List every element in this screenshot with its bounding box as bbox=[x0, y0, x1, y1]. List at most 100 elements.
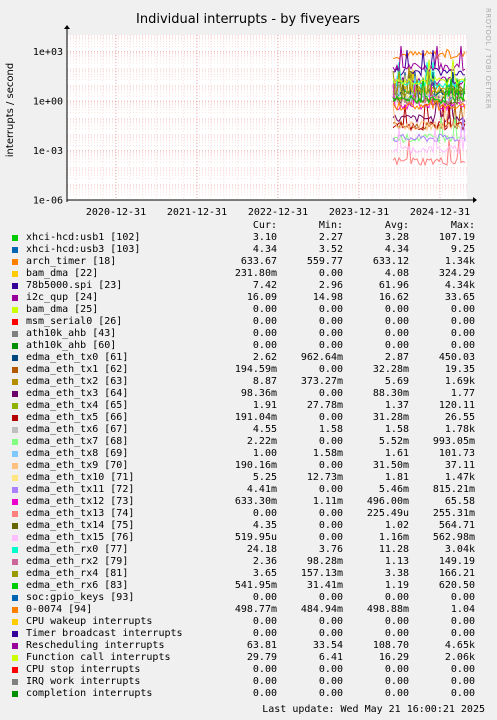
y-tick-label: 1e+03 bbox=[33, 47, 63, 58]
legend-min-value: 1.58 bbox=[318, 424, 343, 435]
x-tick-label: 2023-12-31 bbox=[329, 207, 389, 218]
legend-cur-value: 191.04m bbox=[234, 412, 277, 423]
legend-row: Rescheduling interrupts 63.81 33.54 108.70 4… bbox=[12, 640, 487, 652]
legend-min-value: 0.00 bbox=[318, 328, 343, 339]
legend-cur-value: 0.00 bbox=[252, 508, 277, 519]
legend-row: edma_eth_tx3 [64] 98.36m 0.00 88.30m 1.77 bbox=[12, 388, 487, 400]
legend-cur-value: 0.00 bbox=[252, 616, 277, 627]
legend-swatch bbox=[12, 547, 18, 553]
legend-max-value: 562.98m bbox=[432, 532, 475, 543]
legend-row: 78b5000.spi [23] 7.42 2.96 61.96 4.34k bbox=[12, 280, 487, 292]
legend-swatch bbox=[12, 403, 18, 409]
legend-max-value: 0.00 bbox=[450, 316, 475, 327]
legend-min-value: 3.76 bbox=[318, 544, 343, 555]
legend-swatch bbox=[12, 439, 18, 445]
legend-avg-value: 633.12 bbox=[372, 256, 409, 267]
legend-min-value: 98.28m bbox=[306, 556, 343, 567]
legend-avg-value: 0.00 bbox=[384, 628, 409, 639]
col-cur: Cur: bbox=[252, 220, 277, 231]
legend-avg-value: 31.50m bbox=[372, 460, 409, 471]
legend-avg-value: 5.69 bbox=[384, 376, 409, 387]
legend-row: edma_eth_rx2 [79] 2.36 98.28m 1.13 149.19 bbox=[12, 556, 487, 568]
legend-min-value: 0.00 bbox=[318, 412, 343, 423]
y-axis-label: interrupts / second bbox=[5, 63, 16, 157]
legend-max-value: 1.78k bbox=[444, 424, 475, 435]
legend-max-value: 107.19 bbox=[438, 232, 475, 243]
axes: 1e-06 1e-03 1e+00 1e+03 2020-12-31 2021-12-31… bbox=[33, 25, 477, 218]
legend-max-value: 4.34k bbox=[444, 280, 475, 291]
legend-swatch bbox=[12, 571, 18, 577]
legend-avg-value: 1.16m bbox=[378, 532, 409, 543]
legend-min-value: 0.00 bbox=[318, 316, 343, 327]
legend-row: edma_eth_tx4 [65] 1.91 27.78m 1.37 120.11 bbox=[12, 400, 487, 412]
legend-row: edma_eth_tx11 [72] 4.41m 0.00 5.46m 815.21m bbox=[12, 484, 487, 496]
legend-min-value: 2.96 bbox=[318, 280, 343, 291]
legend-series-name: arch_timer [18] bbox=[26, 256, 117, 267]
legend-row: Function call interrupts 29.79 6.41 16.29 2.… bbox=[12, 652, 487, 664]
legend-series-name: edma_eth_tx13 [74] bbox=[26, 508, 135, 519]
legend-rows: xhci-hcd:usb1 [102] 3.10 2.27 3.28 107.19 xhc… bbox=[12, 232, 487, 700]
legend-avg-value: 1.19 bbox=[384, 580, 409, 591]
legend-cur-value: 5.25 bbox=[252, 472, 277, 483]
legend-max-value: 620.50 bbox=[438, 580, 475, 591]
legend-header: Cur: Min: Avg: Max: bbox=[12, 220, 487, 232]
legend-series-name: IRQ work interrupts bbox=[26, 676, 141, 687]
legend-series-name: edma_eth_tx0 [61] bbox=[26, 352, 129, 363]
legend-min-value: 559.77 bbox=[306, 256, 343, 267]
legend-min-value: 0.00 bbox=[318, 268, 343, 279]
legend-min-value: 0.00 bbox=[318, 628, 343, 639]
legend-row: ath10k_ahb [60] 0.00 0.00 0.00 0.00 bbox=[12, 340, 487, 352]
legend-series-name: edma_eth_tx3 [64] bbox=[26, 388, 129, 399]
legend-series-name: msm_serial0 [26] bbox=[26, 316, 123, 327]
legend-max-value: 3.04k bbox=[444, 544, 475, 555]
legend-swatch bbox=[12, 283, 18, 289]
x-tick-label: 2021-12-31 bbox=[167, 207, 227, 218]
legend-swatch bbox=[12, 391, 18, 397]
legend-min-value: 373.27m bbox=[300, 376, 343, 387]
legend-min-value: 0.00 bbox=[318, 484, 343, 495]
x-tick-label: 2024-12-31 bbox=[410, 207, 470, 218]
legend-swatch bbox=[12, 643, 18, 649]
legend-series-name: edma_eth_rx6 [83] bbox=[26, 580, 129, 591]
legend-series-name: edma_eth_tx8 [69] bbox=[26, 448, 129, 459]
legend-row: edma_eth_tx12 [73] 633.30m 1.11m 496.00m 65.… bbox=[12, 496, 487, 508]
legend-min-value: 0.00 bbox=[318, 508, 343, 519]
legend-min-value: 0.00 bbox=[318, 616, 343, 627]
legend-row: edma_eth_tx1 [62] 194.59m 0.00 32.28m 19.35 bbox=[12, 364, 487, 376]
legend-min-value: 1.11m bbox=[312, 496, 343, 507]
legend-series-name: edma_eth_tx6 [67] bbox=[26, 424, 129, 435]
legend-swatch bbox=[12, 307, 18, 313]
legend-row: edma_eth_tx7 [68] 2.22m 0.00 5.52m 993.05m bbox=[12, 436, 487, 448]
legend-series-name: edma_eth_tx9 [70] bbox=[26, 460, 129, 471]
legend-swatch bbox=[12, 247, 18, 253]
legend-swatch bbox=[12, 379, 18, 385]
legend-row: CPU wakeup interrupts 0.00 0.00 0.00 0.00 bbox=[12, 616, 487, 628]
legend-avg-value: 16.29 bbox=[378, 652, 409, 663]
legend-max-value: 101.73 bbox=[438, 448, 475, 459]
legend-series-name: 0-0074 [94] bbox=[26, 604, 93, 615]
legend-max-value: 0.00 bbox=[450, 328, 475, 339]
legend-swatch bbox=[12, 595, 18, 601]
legend-avg-value: 61.96 bbox=[378, 280, 409, 291]
legend-series-name: xhci-hcd:usb1 [102] bbox=[26, 232, 141, 243]
legend-min-value: 484.94m bbox=[300, 604, 343, 615]
legend: Cur: Min: Avg: Max: xhci-hcd:usb1 [102] 3… bbox=[12, 220, 487, 700]
legend-cur-value: 541.95m bbox=[234, 580, 277, 591]
legend-row: edma_eth_tx8 [69] 1.00 1.58m 1.61 101.73 bbox=[12, 448, 487, 460]
legend-swatch bbox=[12, 667, 18, 673]
legend-row: bam_dma [25] 0.00 0.00 0.00 0.00 bbox=[12, 304, 487, 316]
legend-min-value: 0.00 bbox=[318, 592, 343, 603]
legend-cur-value: 0.00 bbox=[252, 664, 277, 675]
legend-max-value: 26.55 bbox=[444, 412, 475, 423]
legend-series-name: edma_eth_tx5 [66] bbox=[26, 412, 129, 423]
series-line bbox=[392, 127, 466, 156]
legend-swatch bbox=[12, 415, 18, 421]
legend-avg-value: 0.00 bbox=[384, 664, 409, 675]
legend-series-name: bam_dma [25] bbox=[26, 304, 99, 315]
series-line bbox=[392, 116, 466, 144]
legend-max-value: 120.11 bbox=[438, 400, 475, 411]
legend-avg-value: 0.00 bbox=[384, 616, 409, 627]
series-group bbox=[392, 45, 466, 167]
legend-avg-value: 16.62 bbox=[378, 292, 409, 303]
legend-row: edma_eth_tx10 [71] 5.25 12.73m 1.81 1.47k bbox=[12, 472, 487, 484]
